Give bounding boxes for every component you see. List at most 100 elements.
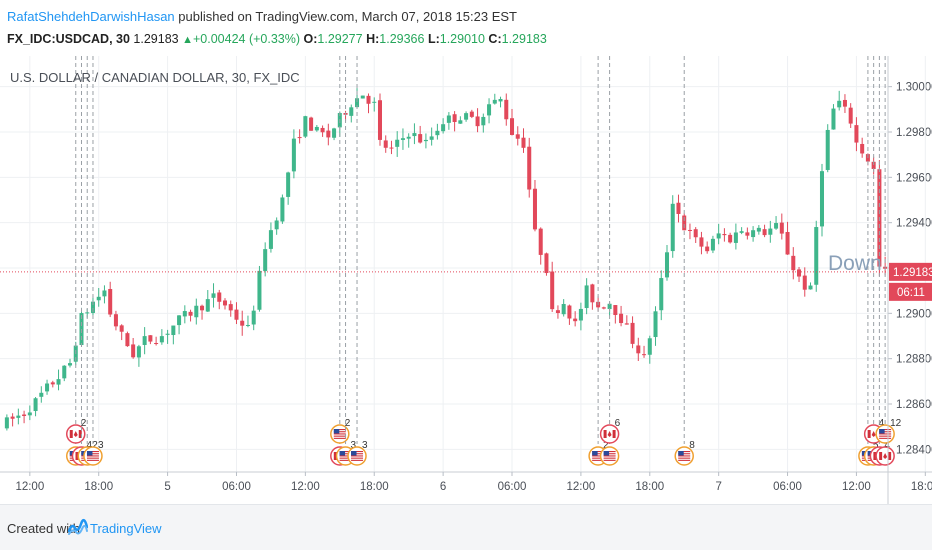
candle-body (785, 232, 790, 255)
candle-body (159, 336, 164, 343)
last-price-box (889, 262, 932, 281)
candle-body (768, 228, 773, 235)
candle-down (636, 337, 641, 361)
candle-body (710, 238, 715, 251)
candle-down (848, 103, 853, 129)
candle-up (291, 129, 296, 179)
ca-flag-icon[interactable] (875, 446, 895, 466)
candle-up (27, 405, 32, 421)
us-flag-icon[interactable] (875, 424, 895, 444)
candle-body (728, 234, 733, 243)
flag-band (867, 430, 871, 438)
tradingview-logo-icon[interactable] (68, 517, 88, 537)
candle-down (240, 310, 245, 336)
candle-body (682, 215, 687, 231)
candle-up (837, 90, 842, 111)
candle-down (154, 336, 159, 346)
high-label: H: (366, 32, 380, 46)
candle-body (171, 325, 176, 336)
candle-down (590, 283, 595, 310)
candle-down (108, 281, 113, 318)
candle-body (555, 310, 560, 313)
candle-body (676, 202, 681, 214)
candle-body (50, 382, 55, 385)
candle-up (79, 307, 84, 347)
flag-canton (592, 451, 598, 456)
candle-body (567, 305, 572, 319)
ca-flag-icon[interactable] (66, 424, 86, 444)
candle-body (200, 305, 205, 311)
candle-down (779, 213, 784, 240)
candle-up (372, 97, 377, 112)
candle-body (751, 230, 756, 238)
candle-down (567, 304, 572, 325)
candle-body (165, 333, 170, 335)
candle-body (423, 139, 428, 142)
flag-stripe (351, 453, 364, 455)
price-chart[interactable]: 1.300001.298001.296001.294001.292001.290… (0, 56, 932, 504)
ca-flag-icon[interactable] (599, 424, 620, 444)
created-with-label: Created with (7, 521, 80, 536)
candle-up (492, 93, 497, 105)
flag-stripe (339, 455, 352, 457)
y-tick-label: 1.30000 (896, 82, 932, 94)
candle-body (4, 417, 9, 429)
flag-canton (86, 451, 93, 456)
candle-down (676, 194, 681, 223)
candle-body (802, 275, 807, 290)
candle-up (102, 285, 107, 304)
candle-body (68, 363, 73, 366)
candle-body (469, 111, 474, 117)
candle-body (475, 116, 480, 127)
candle-body (314, 126, 319, 131)
y-tick-label: 1.29600 (896, 172, 932, 184)
candle-up (142, 327, 147, 355)
candle-down (762, 224, 767, 238)
us-flag-icon[interactable] (330, 424, 350, 444)
us-flag-icon[interactable] (83, 446, 103, 466)
maple-leaf (883, 453, 888, 459)
candle-body (848, 107, 853, 124)
candle-down (366, 93, 371, 114)
flag-stripe (678, 455, 691, 457)
candle-body (550, 271, 555, 310)
candle-body (687, 229, 692, 231)
event-count-label: 4 (879, 418, 885, 429)
flag-stripe (339, 459, 352, 461)
us-flag-icon[interactable] (347, 446, 367, 466)
event-count-label: 6 (615, 418, 621, 429)
candle-body (257, 270, 262, 310)
author-link[interactable]: RafatShehdehDarwishHasan (7, 9, 175, 24)
candle-down (521, 128, 526, 153)
candle-up (68, 358, 73, 368)
candle-body (372, 101, 377, 103)
candle-up (487, 98, 492, 124)
candle-body (27, 412, 32, 416)
candle-body (349, 107, 354, 116)
candle-up (349, 104, 354, 123)
us-flag-icon[interactable] (599, 446, 620, 466)
candle-up (96, 288, 101, 307)
candle-up (446, 112, 451, 130)
candle-body (630, 322, 635, 344)
maple-leaf (607, 431, 612, 437)
candle-down (452, 111, 457, 132)
candle-down (125, 331, 130, 347)
tradingview-brand-link[interactable]: TradingView (90, 521, 162, 536)
x-tick-label: 18:00 (360, 481, 389, 493)
event-count-label: 2 (81, 418, 87, 429)
symbol-label[interactable]: FX_IDC:USDCAD, 30 (7, 32, 130, 46)
event-count-label: 12 (890, 418, 902, 429)
candle-down (842, 94, 847, 113)
us-flag-icon[interactable] (674, 446, 694, 466)
y-tick-label: 1.28600 (896, 399, 932, 411)
flag-stripe (333, 431, 346, 433)
flag-stripe (333, 437, 346, 439)
flag-stripe (339, 453, 352, 455)
flag-canton (678, 451, 684, 456)
flag-band (612, 430, 616, 438)
candle-body (515, 134, 520, 139)
candle-down (687, 223, 692, 240)
candle-up (733, 223, 738, 250)
candle-body (291, 138, 296, 172)
